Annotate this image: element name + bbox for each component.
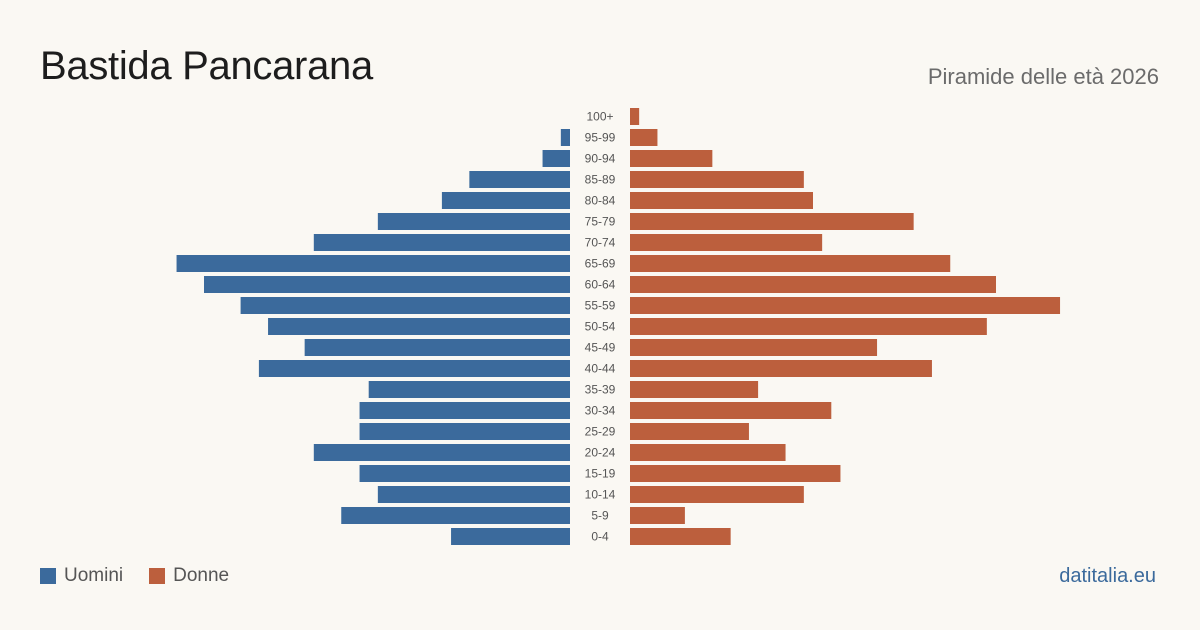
chart-subtitle: Piramide delle età 2026 [927, 64, 1159, 89]
bar-men-65-69 [176, 255, 571, 272]
bar-women-100+ [630, 108, 640, 125]
bar-men-20-24 [313, 444, 570, 461]
age-label: 40-44 [585, 362, 616, 376]
bar-women-50-54 [630, 318, 987, 335]
chart-title: Bastida Pancarana [40, 44, 373, 88]
legend-label-women: Donne [173, 565, 230, 586]
legend-item-men: Uomini [40, 565, 123, 587]
bar-men-30-34 [359, 402, 570, 419]
bar-men-15-19 [359, 465, 570, 482]
bar-men-35-39 [368, 381, 570, 398]
bar-women-75-79 [630, 213, 914, 230]
bar-women-85-89 [630, 171, 804, 188]
age-label: 45-49 [585, 341, 616, 355]
bar-women-60-64 [630, 276, 996, 293]
legend: Uomini Donne [40, 565, 255, 587]
bar-men-55-59 [240, 297, 570, 314]
bar-women-15-19 [630, 465, 841, 482]
bar-women-30-34 [630, 402, 832, 419]
bar-women-80-84 [630, 192, 813, 209]
bar-men-50-54 [268, 318, 570, 335]
bar-women-20-24 [630, 444, 786, 461]
bar-women-5-9 [630, 507, 685, 524]
legend-item-women: Donne [149, 565, 229, 587]
bar-men-85-89 [469, 171, 570, 188]
legend-swatch-men [40, 568, 56, 584]
legend-swatch-women [149, 568, 166, 584]
bar-men-40-44 [258, 360, 570, 377]
legend-label-men: Uomini [64, 565, 124, 586]
age-label: 75-79 [585, 215, 616, 229]
bar-women-95-99 [630, 129, 658, 146]
bar-men-75-79 [377, 213, 570, 230]
bar-men-95-99 [560, 129, 570, 146]
age-label: 10-14 [585, 488, 616, 502]
bar-women-0-4 [630, 528, 731, 545]
age-label: 5-9 [591, 509, 609, 523]
bar-men-60-64 [204, 276, 570, 293]
bar-men-90-94 [542, 150, 570, 167]
age-label: 90-94 [585, 152, 616, 166]
bar-women-35-39 [630, 381, 759, 398]
age-label: 70-74 [585, 236, 616, 250]
age-label: 20-24 [585, 446, 616, 460]
age-label: 30-34 [585, 404, 616, 418]
age-label: 80-84 [585, 194, 616, 208]
age-label: 100+ [586, 110, 613, 124]
bar-men-70-74 [313, 234, 570, 251]
bar-men-10-14 [377, 486, 570, 503]
brand-link[interactable]: datitalia.eu [1059, 565, 1156, 587]
bar-men-5-9 [341, 507, 570, 524]
bar-women-45-49 [630, 339, 878, 356]
bar-men-80-84 [441, 192, 570, 209]
age-label: 95-99 [585, 131, 616, 145]
bar-women-70-74 [630, 234, 823, 251]
bar-men-25-29 [359, 423, 570, 440]
age-label: 50-54 [585, 320, 616, 334]
age-label: 85-89 [585, 173, 616, 187]
age-label: 35-39 [585, 383, 616, 397]
bar-women-65-69 [630, 255, 951, 272]
bar-women-40-44 [630, 360, 932, 377]
bar-women-25-29 [630, 423, 749, 440]
age-label: 60-64 [585, 278, 616, 292]
age-label: 15-19 [585, 467, 616, 481]
age-label: 25-29 [585, 425, 616, 439]
bar-women-10-14 [630, 486, 804, 503]
bar-women-90-94 [630, 150, 713, 167]
age-label: 65-69 [585, 257, 616, 271]
age-label: 0-4 [591, 530, 609, 544]
bar-men-45-49 [304, 339, 570, 356]
bar-men-0-4 [451, 528, 570, 545]
bar-women-55-59 [630, 297, 1061, 314]
age-label: 55-59 [585, 299, 616, 313]
